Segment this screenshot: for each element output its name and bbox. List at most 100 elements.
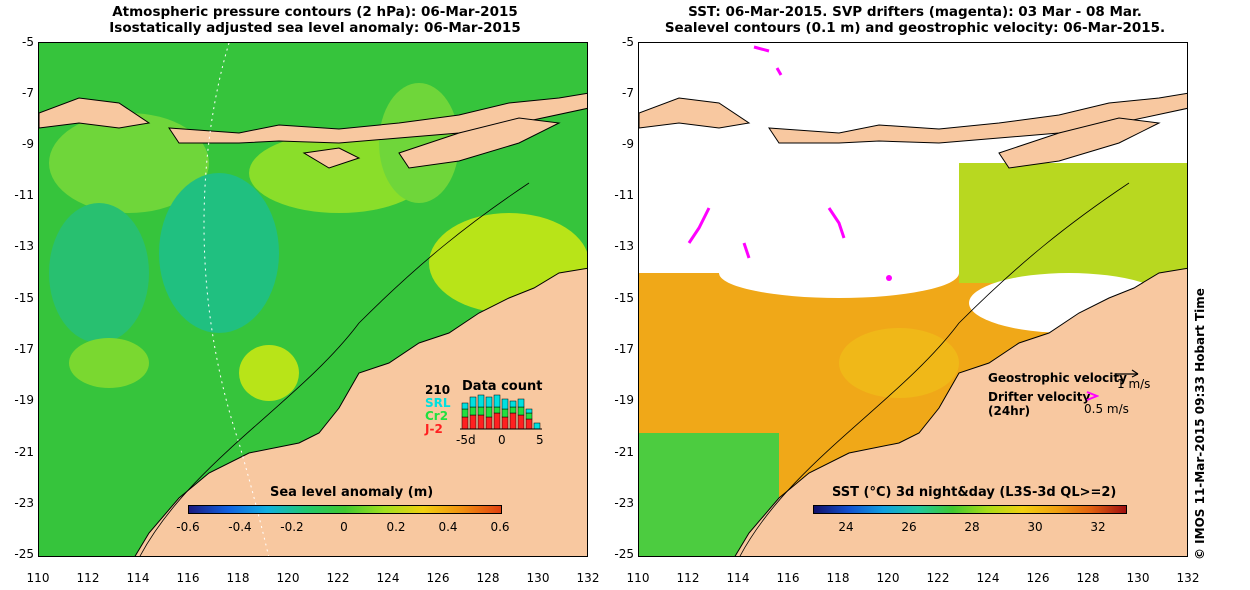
pressure-contour (139, 182, 530, 556)
right-x-tick: 124 (976, 571, 1000, 585)
sst-tick-5: 32 (1090, 520, 1106, 534)
right-y-tick: -21 (614, 445, 634, 459)
right-y-tick: -13 (614, 239, 634, 253)
right-y-tick: -25 (614, 547, 634, 561)
drifter-scale-label: 0.5 m/s (1084, 402, 1129, 416)
left-x-tick: 110 (26, 571, 50, 585)
anomaly-patch (69, 338, 149, 388)
sea-level-map-svg (39, 43, 587, 556)
sla-tick-2: -0.4 (228, 520, 252, 534)
right-x-tick: 118 (826, 571, 850, 585)
left-x-tick: 132 (576, 571, 600, 585)
sat-j2-label: J-2 (425, 422, 443, 436)
right-x-tick: 114 (726, 571, 750, 585)
sst-tick-1: 24 (838, 520, 854, 534)
anomaly-patch (239, 345, 299, 401)
timor-land (398, 117, 561, 169)
sst-map-svg (639, 45, 1187, 556)
sst-map (638, 42, 1188, 557)
left-y-tick: -9 (22, 137, 34, 151)
right-x-tick: 122 (926, 571, 950, 585)
left-y-tick: -15 (14, 291, 34, 305)
anomaly-patch (49, 203, 149, 343)
sla-tick-3: -0.2 (280, 520, 304, 534)
left-y-tick: -13 (14, 239, 34, 253)
drifter-track (687, 207, 711, 244)
left-x-tick: 112 (76, 571, 100, 585)
sla-tick-5: 0.2 (386, 520, 406, 534)
sla-tick-7: 0.6 (490, 520, 510, 534)
left-x-tick: 122 (326, 571, 350, 585)
sst-tick-4: 30 (1027, 520, 1043, 534)
drifter-track (753, 45, 770, 53)
right-y-tick: -15 (614, 291, 634, 305)
sla-tick-1: -0.6 (176, 520, 200, 534)
java-land (39, 97, 151, 129)
sst-tick-2: 26 (901, 520, 917, 534)
australia-land (134, 267, 587, 556)
left-x-tick: 128 (476, 571, 500, 585)
australia-land (734, 267, 1187, 556)
left-x-tick: 114 (126, 571, 150, 585)
left-x-tick: 120 (276, 571, 300, 585)
sst-tick-3: 28 (964, 520, 980, 534)
left-y-tick: -5 (22, 35, 34, 49)
right-y-tick: -7 (622, 86, 634, 100)
sea-level-anomaly-map (38, 42, 588, 557)
timor-land (998, 117, 1161, 169)
drifter-legend-label: Drifter velocity (988, 390, 1091, 404)
data-count-axis-left: -5d (456, 433, 476, 447)
sla-tick-6: 0.4 (438, 520, 458, 534)
sst-colorbar (813, 505, 1127, 514)
sumba-land (302, 147, 361, 169)
sla-colorbar-label: Sea level anomaly (m) (270, 485, 434, 500)
data-count-title: Data count (462, 379, 543, 394)
left-y-tick: -21 (14, 445, 34, 459)
nusa-tenggara-land (768, 92, 1187, 144)
left-title-line1: Atmospheric pressure contours (2 hPa): 0… (112, 4, 518, 20)
right-y-tick: -11 (614, 188, 634, 202)
drifter-legend-period: (24hr) (988, 404, 1031, 418)
right-x-tick: 126 (1026, 571, 1050, 585)
right-y-tick: -19 (614, 393, 634, 407)
left-y-tick: -11 (14, 188, 34, 202)
data-count-axis-mid: 0 (498, 433, 506, 447)
left-x-tick: 118 (226, 571, 250, 585)
right-y-tick: -23 (614, 496, 634, 510)
data-count-histogram (460, 394, 542, 430)
sat-210-label: 210 (425, 383, 451, 397)
left-y-tick: -17 (14, 342, 34, 356)
right-y-tick: -5 (622, 35, 634, 49)
dotted-contour (203, 43, 270, 556)
sealevel-contour (739, 182, 1130, 556)
right-y-tick: -9 (622, 137, 634, 151)
right-x-tick: 132 (1176, 571, 1200, 585)
anomaly-patch (159, 173, 279, 333)
geostrophic-legend-label: Geostrophic velocity (988, 371, 1127, 385)
sst-cloud-gap (719, 248, 959, 298)
anomaly-patch (49, 113, 209, 213)
sla-colorbar (188, 505, 502, 514)
left-y-tick: -7 (22, 86, 34, 100)
anomaly-patch (379, 83, 459, 203)
data-count-axis-right: 5 (536, 433, 544, 447)
sat-srl-label: SRL (425, 396, 451, 410)
right-x-tick: 110 (626, 571, 650, 585)
right-title-line2: Sealevel contours (0.1 m) and geostrophi… (664, 20, 1166, 36)
drifter-track (775, 67, 783, 76)
java-land (639, 97, 751, 129)
right-x-tick: 128 (1076, 571, 1100, 585)
sat-cr2-label: Cr2 (425, 409, 449, 423)
drifter-arrow-icon (1086, 391, 1099, 401)
sla-tick-4: 0 (340, 520, 348, 534)
drifter-track (742, 242, 751, 259)
drifter-track (827, 207, 846, 239)
geostrophic-arrow-icon (1116, 369, 1139, 378)
sst-field-east (959, 163, 1187, 283)
left-x-tick: 124 (376, 571, 400, 585)
right-x-tick: 130 (1126, 571, 1150, 585)
drifter-point (886, 275, 892, 281)
left-title-line2: Isostatically adjusted sea level anomaly… (109, 20, 521, 36)
right-x-tick: 116 (776, 571, 800, 585)
left-y-tick: -25 (14, 547, 34, 561)
